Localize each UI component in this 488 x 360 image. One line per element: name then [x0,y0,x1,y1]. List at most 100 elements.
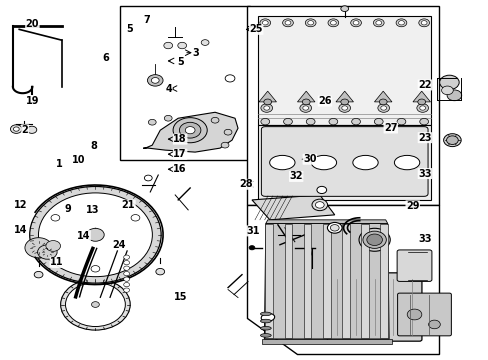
Text: 6: 6 [102,53,109,63]
Circle shape [419,118,427,125]
Ellipse shape [260,334,271,337]
Ellipse shape [261,314,274,321]
Polygon shape [297,91,314,102]
Circle shape [173,118,207,143]
Text: 33: 33 [417,234,431,244]
Text: 5: 5 [176,57,183,67]
Text: 2: 2 [21,125,28,135]
Text: 21: 21 [122,200,135,210]
Circle shape [420,21,426,25]
Text: 29: 29 [405,201,419,211]
FancyBboxPatch shape [326,273,421,341]
Ellipse shape [260,319,271,323]
Polygon shape [264,224,388,339]
Circle shape [179,122,201,138]
Circle shape [398,21,404,25]
Text: 26: 26 [318,96,331,106]
Circle shape [379,99,386,105]
Circle shape [446,90,461,101]
Bar [258,125,430,200]
Circle shape [156,269,164,275]
Polygon shape [361,224,368,338]
Polygon shape [251,195,334,220]
FancyBboxPatch shape [261,127,427,196]
Circle shape [439,75,458,90]
Text: 22: 22 [417,80,431,90]
Circle shape [283,118,292,125]
Circle shape [123,271,129,276]
Circle shape [362,231,386,248]
Circle shape [416,104,427,112]
Circle shape [327,19,338,27]
Circle shape [30,186,161,283]
Text: 15: 15 [174,292,187,302]
Circle shape [263,99,271,105]
Circle shape [285,21,290,25]
Text: 25: 25 [249,24,263,35]
Circle shape [352,21,358,25]
Ellipse shape [269,156,294,170]
Circle shape [366,234,382,246]
Circle shape [262,21,267,25]
Text: 32: 32 [289,171,303,181]
Circle shape [164,115,172,121]
Polygon shape [374,91,391,102]
Circle shape [261,104,272,112]
Text: 23: 23 [417,133,431,143]
Text: 20: 20 [25,19,39,29]
Polygon shape [380,224,387,338]
Circle shape [91,266,100,272]
Circle shape [25,238,52,258]
Polygon shape [412,91,429,102]
Circle shape [282,19,293,27]
Text: 30: 30 [303,154,316,164]
Polygon shape [246,205,439,354]
Circle shape [441,86,452,95]
Circle shape [341,106,347,110]
Text: 18: 18 [173,134,186,144]
Circle shape [395,19,406,27]
Circle shape [418,19,428,27]
Text: 9: 9 [64,204,71,214]
Polygon shape [265,220,387,224]
Circle shape [260,19,270,27]
Circle shape [396,118,405,125]
Circle shape [330,225,339,231]
Circle shape [131,215,140,221]
Circle shape [86,228,104,241]
Bar [246,6,439,205]
Circle shape [185,127,195,134]
Text: 19: 19 [25,96,39,106]
Circle shape [427,320,439,329]
Circle shape [224,129,231,135]
Circle shape [340,6,348,12]
Circle shape [13,127,19,131]
Circle shape [10,125,22,134]
Polygon shape [341,224,349,338]
Circle shape [374,118,383,125]
Bar [120,6,249,160]
Circle shape [328,118,337,125]
Circle shape [178,42,186,49]
Circle shape [46,240,61,251]
Circle shape [123,266,129,270]
Polygon shape [259,91,276,102]
Circle shape [380,106,386,110]
Circle shape [51,215,60,221]
Polygon shape [143,112,238,152]
Polygon shape [322,224,330,338]
Circle shape [419,106,425,110]
Text: 7: 7 [143,15,150,26]
Polygon shape [262,339,391,345]
Circle shape [27,126,37,134]
Circle shape [373,19,384,27]
Circle shape [123,255,129,259]
Ellipse shape [394,156,419,170]
Circle shape [351,118,360,125]
Text: 27: 27 [383,123,397,133]
Text: 5: 5 [126,24,133,35]
Circle shape [315,202,324,208]
Circle shape [148,120,156,125]
Bar [333,278,415,336]
Circle shape [417,99,425,105]
